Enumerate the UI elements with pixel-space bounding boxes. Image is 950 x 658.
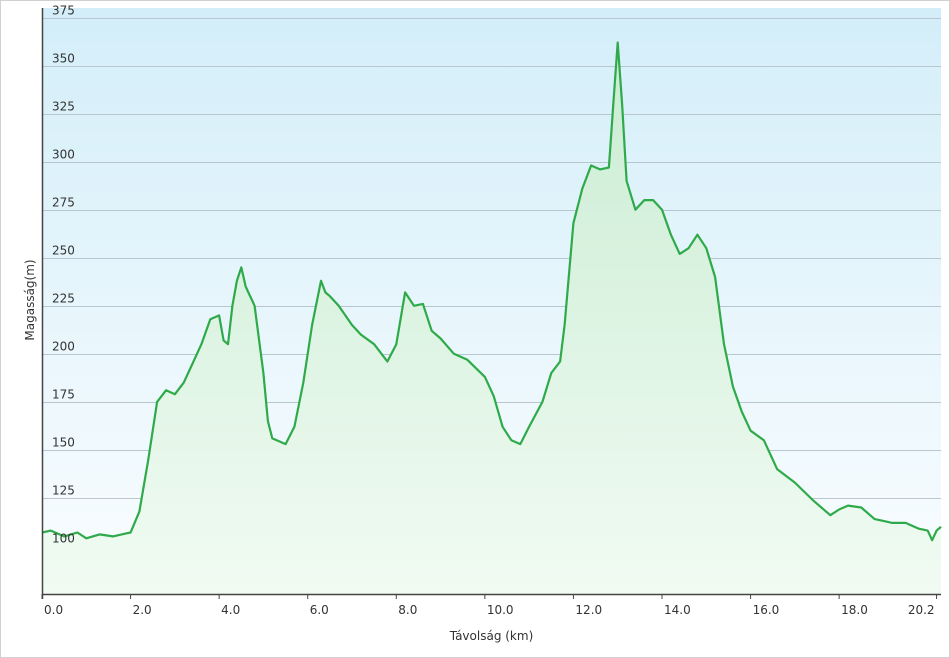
y-tick-label: 275	[52, 196, 75, 210]
y-tick-label: 250	[52, 244, 75, 258]
x-tick-label: 20.2	[908, 603, 935, 617]
y-tick-labels: 100 125 150 175 200 225 250 275 300 325 350 375	[52, 4, 75, 546]
x-tick-label: 16.0	[753, 603, 780, 617]
y-axis-title: Magasság(m)	[23, 259, 37, 340]
y-tick-label: 200	[52, 340, 75, 354]
x-tick-label: 0.0	[44, 603, 63, 617]
elevation-area	[42, 42, 941, 595]
y-tick-label: 175	[52, 388, 75, 402]
y-tick-label: 225	[52, 292, 75, 306]
y-tick-label: 300	[52, 148, 75, 162]
gridlines	[42, 18, 941, 547]
y-tick-label: 350	[52, 52, 75, 66]
y-tick-label: 325	[52, 100, 75, 114]
x-tick-label: 2.0	[133, 603, 152, 617]
x-tick-label: 14.0	[664, 603, 691, 617]
y-tick-label: 375	[52, 4, 75, 18]
y-tick-label: 125	[52, 484, 75, 498]
x-tick-label: 8.0	[398, 603, 417, 617]
axes	[41, 8, 941, 599]
x-tick-labels: 0.0 2.0 4.0 6.0 8.0 10.0 12.0 14.0 16.0 18.0 20.2	[44, 603, 935, 617]
x-tick-label: 12.0	[575, 603, 602, 617]
x-tick-label: 18.0	[841, 603, 868, 617]
y-tick-label: 100	[52, 532, 75, 546]
elevation-line	[41, 41, 942, 542]
x-tick-label: 6.0	[310, 603, 329, 617]
x-tick-label: 4.0	[221, 603, 240, 617]
y-tick-label: 150	[52, 436, 75, 450]
x-tick-label: 10.0	[487, 603, 514, 617]
x-axis-title: Távolság (km)	[449, 629, 534, 643]
